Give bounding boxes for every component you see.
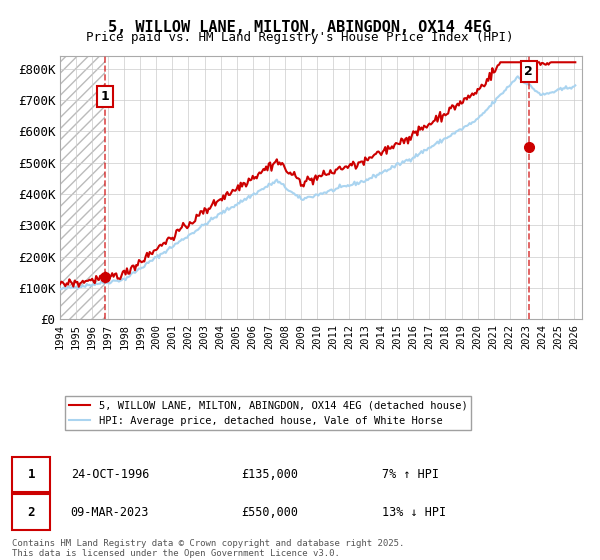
Text: 1: 1 — [28, 468, 35, 481]
Legend: 5, WILLOW LANE, MILTON, ABINGDON, OX14 4EG (detached house), HPI: Average price,: 5, WILLOW LANE, MILTON, ABINGDON, OX14 4… — [65, 396, 472, 430]
Text: 1: 1 — [101, 90, 110, 103]
Text: 2: 2 — [28, 506, 35, 519]
Text: Contains HM Land Registry data © Crown copyright and database right 2025.
This d: Contains HM Land Registry data © Crown c… — [12, 539, 404, 558]
Text: 2: 2 — [524, 65, 533, 78]
Text: 5, WILLOW LANE, MILTON, ABINGDON, OX14 4EG: 5, WILLOW LANE, MILTON, ABINGDON, OX14 4… — [109, 20, 491, 35]
Text: 13% ↓ HPI: 13% ↓ HPI — [382, 506, 446, 519]
Text: 09-MAR-2023: 09-MAR-2023 — [71, 506, 149, 519]
Text: 24-OCT-1996: 24-OCT-1996 — [71, 468, 149, 481]
FancyBboxPatch shape — [12, 494, 50, 530]
FancyBboxPatch shape — [12, 457, 50, 492]
Text: £550,000: £550,000 — [241, 506, 298, 519]
Text: 7% ↑ HPI: 7% ↑ HPI — [382, 468, 439, 481]
Text: Price paid vs. HM Land Registry's House Price Index (HPI): Price paid vs. HM Land Registry's House … — [86, 31, 514, 44]
Text: £135,000: £135,000 — [241, 468, 298, 481]
